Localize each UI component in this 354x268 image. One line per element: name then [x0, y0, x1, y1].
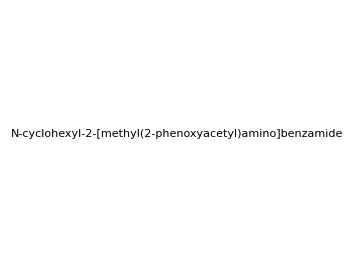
Text: N-cyclohexyl-2-[methyl(2-phenoxyacetyl)amino]benzamide: N-cyclohexyl-2-[methyl(2-phenoxyacetyl)a…	[11, 129, 343, 139]
